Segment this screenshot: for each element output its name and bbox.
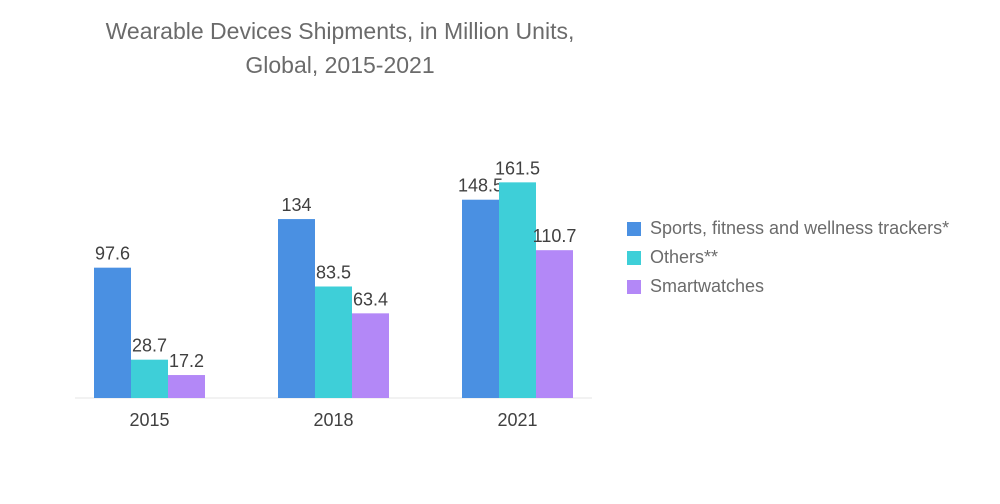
data-label-trackers-2015: 97.6 bbox=[95, 244, 130, 264]
legend-item-smartwatches: Smartwatches bbox=[627, 272, 949, 301]
chart-title-line-1: Wearable Devices Shipments, in Million U… bbox=[105, 18, 575, 44]
bar-smartwatches-2018 bbox=[352, 313, 389, 398]
legend-swatch-smartwatches bbox=[627, 279, 641, 294]
x-tick-label-2021: 2021 bbox=[497, 410, 537, 430]
legend-label-trackers: Sports, fitness and wellness trackers* bbox=[650, 218, 950, 238]
data-label-smartwatches-2018: 63.4 bbox=[353, 289, 388, 309]
data-label-trackers-2018: 134 bbox=[281, 195, 311, 215]
data-label-others-2018: 83.5 bbox=[316, 263, 351, 283]
bar-smartwatches-2015 bbox=[168, 375, 205, 398]
chart-title-line-2: Global, 2015-2021 bbox=[245, 52, 435, 78]
bar-smartwatches-2021 bbox=[536, 250, 573, 398]
data-label-trackers-2021: 148.5 bbox=[458, 176, 503, 196]
legend-swatch-trackers bbox=[627, 221, 641, 236]
legend-item-trackers: Sports, fitness and wellness trackers* bbox=[627, 214, 949, 243]
legend-label-smartwatches: Smartwatches bbox=[650, 276, 765, 296]
x-tick-label-2015: 2015 bbox=[129, 410, 169, 430]
bar-others-2015 bbox=[131, 359, 168, 398]
data-label-smartwatches-2015: 17.2 bbox=[169, 351, 204, 371]
data-label-smartwatches-2021: 110.7 bbox=[533, 226, 577, 246]
legend-label-others: Others** bbox=[650, 247, 719, 267]
x-tick-label-2018: 2018 bbox=[313, 410, 353, 430]
chart-legend: Sports, fitness and wellness trackers* O… bbox=[627, 214, 949, 301]
bar-trackers-2018 bbox=[278, 219, 315, 398]
bar-trackers-2021 bbox=[462, 199, 499, 398]
chart-title: Wearable Devices Shipments, in Million U… bbox=[60, 14, 620, 82]
bar-others-2021 bbox=[499, 182, 536, 398]
bar-others-2018 bbox=[315, 286, 352, 398]
data-label-others-2015: 28.7 bbox=[132, 336, 167, 356]
bar-trackers-2015 bbox=[94, 267, 131, 398]
legend-swatch-others bbox=[627, 250, 641, 265]
legend-item-others: Others** bbox=[627, 243, 949, 272]
data-label-others-2021: 161.5 bbox=[495, 158, 540, 178]
